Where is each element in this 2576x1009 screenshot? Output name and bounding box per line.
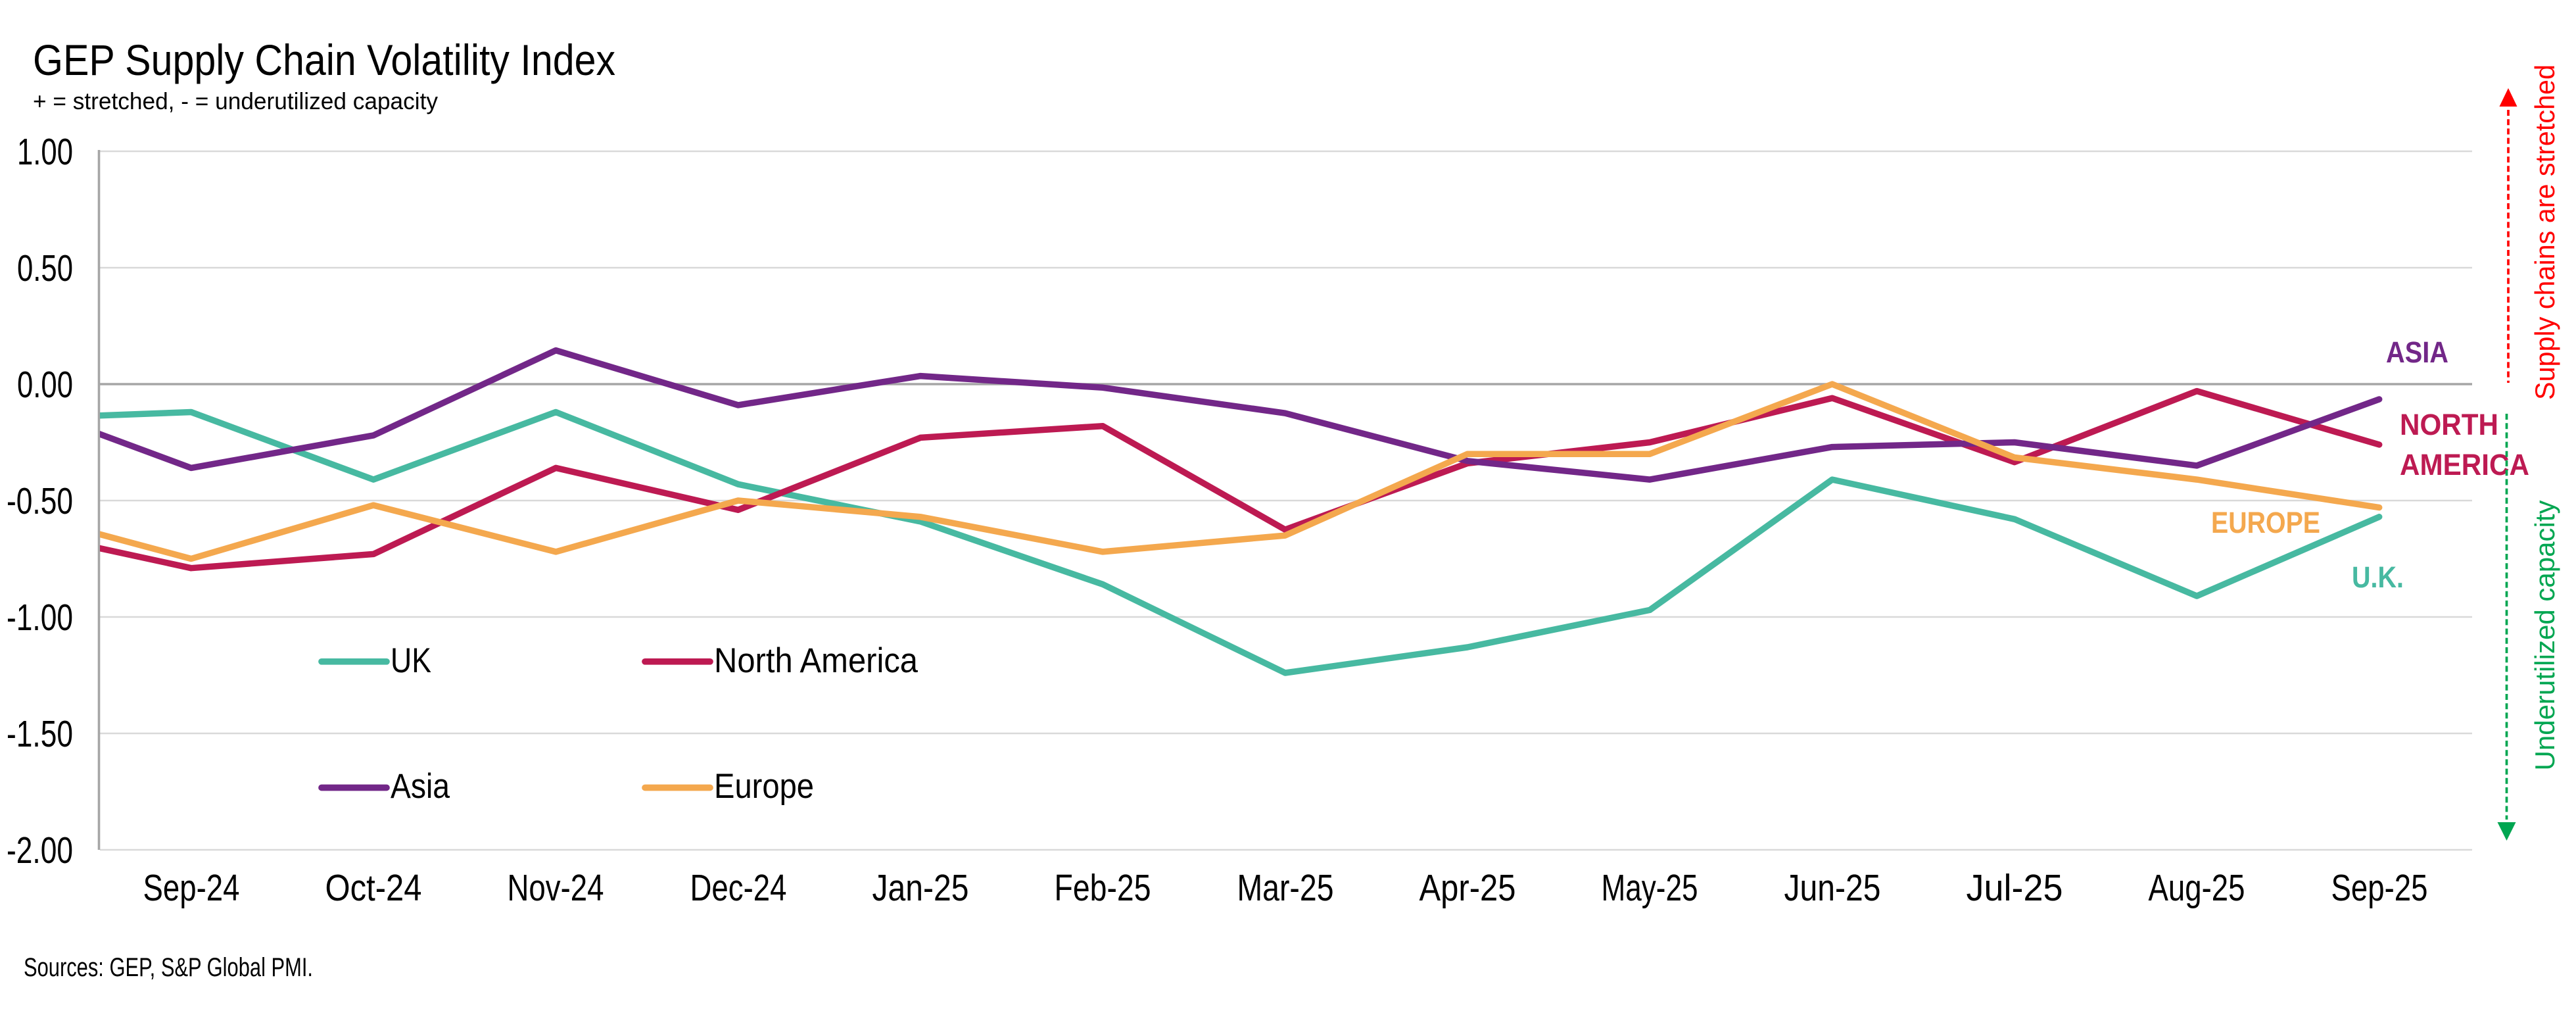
svg-text:Jun-25: Jun-25 xyxy=(1784,867,1881,909)
svg-text:Aug-25: Aug-25 xyxy=(2149,867,2245,909)
svg-text:U.K.: U.K. xyxy=(2352,560,2404,594)
svg-text:1.00: 1.00 xyxy=(17,131,73,173)
svg-text:Jan-25: Jan-25 xyxy=(872,867,969,909)
svg-text:North America: North America xyxy=(714,641,918,680)
svg-text:Sep-24: Sep-24 xyxy=(143,867,240,909)
svg-text:Underutilized capacity: Underutilized capacity xyxy=(2529,501,2560,771)
svg-text:ASIA: ASIA xyxy=(2386,335,2448,369)
svg-text:NORTH: NORTH xyxy=(2400,408,2498,441)
svg-text:Jul-25: Jul-25 xyxy=(1967,867,2063,909)
svg-text:Sources: GEP, S&P Global PMI.: Sources: GEP, S&P Global PMI. xyxy=(24,953,313,982)
svg-text:0.00: 0.00 xyxy=(17,364,73,406)
svg-text:May-25: May-25 xyxy=(1602,867,1698,909)
svg-text:GEP Supply Chain Volatility In: GEP Supply Chain Volatility Index xyxy=(33,36,615,84)
svg-text:Mar-25: Mar-25 xyxy=(1237,867,1334,909)
svg-text:EUROPE: EUROPE xyxy=(2211,506,2320,539)
svg-text:Feb-25: Feb-25 xyxy=(1055,867,1151,909)
svg-text:-2.00: -2.00 xyxy=(7,829,73,872)
svg-text:Oct-24: Oct-24 xyxy=(325,867,422,909)
svg-text:Apr-25: Apr-25 xyxy=(1419,867,1516,909)
svg-text:Sep-25: Sep-25 xyxy=(2331,867,2428,909)
svg-text:UK: UK xyxy=(391,641,431,680)
svg-text:Asia: Asia xyxy=(391,767,450,806)
svg-text:Supply chains are stretched: Supply chains are stretched xyxy=(2529,64,2560,400)
svg-text:-1.00: -1.00 xyxy=(7,597,73,639)
svg-text:AMERICA: AMERICA xyxy=(2400,448,2529,481)
svg-text:0.50: 0.50 xyxy=(17,247,73,289)
svg-text:Dec-24: Dec-24 xyxy=(690,867,787,909)
svg-text:-0.50: -0.50 xyxy=(7,480,73,522)
svg-text:+ = stretched, - = underutiliz: + = stretched, - = underutilized capacit… xyxy=(33,87,438,114)
svg-text:-1.50: -1.50 xyxy=(7,713,73,755)
svg-text:Europe: Europe xyxy=(714,767,814,806)
svg-text:Nov-24: Nov-24 xyxy=(508,867,604,909)
